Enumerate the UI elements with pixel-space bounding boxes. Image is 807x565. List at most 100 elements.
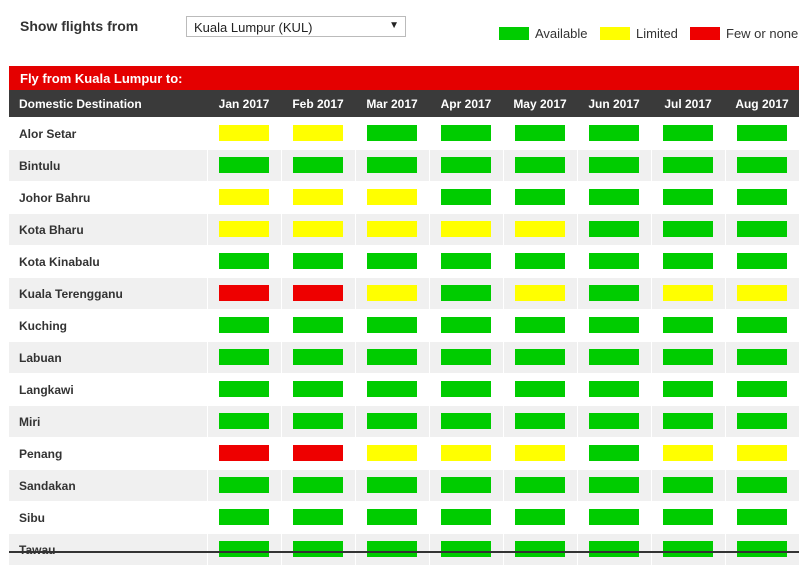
availability-indicator-limited[interactable] [367, 189, 417, 205]
availability-indicator-few[interactable] [293, 445, 343, 461]
availability-indicator-available[interactable] [663, 413, 713, 429]
availability-indicator-available[interactable] [515, 157, 565, 173]
availability-indicator-available[interactable] [663, 125, 713, 141]
availability-indicator-available[interactable] [441, 509, 491, 525]
availability-indicator-available[interactable] [515, 477, 565, 493]
availability-indicator-available[interactable] [663, 157, 713, 173]
availability-indicator-few[interactable] [293, 285, 343, 301]
availability-indicator-available[interactable] [515, 413, 565, 429]
availability-indicator-available[interactable] [737, 221, 787, 237]
availability-indicator-available[interactable] [293, 317, 343, 333]
availability-indicator-available[interactable] [589, 381, 639, 397]
availability-indicator-available[interactable] [441, 189, 491, 205]
availability-indicator-limited[interactable] [515, 445, 565, 461]
availability-indicator-available[interactable] [663, 253, 713, 269]
availability-indicator-available[interactable] [737, 253, 787, 269]
availability-indicator-available[interactable] [293, 253, 343, 269]
availability-indicator-available[interactable] [589, 477, 639, 493]
availability-indicator-limited[interactable] [441, 445, 491, 461]
availability-indicator-available[interactable] [515, 125, 565, 141]
availability-indicator-available[interactable] [737, 349, 787, 365]
availability-indicator-available[interactable] [589, 413, 639, 429]
availability-indicator-available[interactable] [589, 125, 639, 141]
availability-indicator-available[interactable] [589, 157, 639, 173]
availability-indicator-available[interactable] [663, 349, 713, 365]
availability-indicator-available[interactable] [367, 253, 417, 269]
availability-indicator-available[interactable] [367, 317, 417, 333]
availability-indicator-available[interactable] [663, 509, 713, 525]
availability-indicator-few[interactable] [219, 445, 269, 461]
availability-indicator-available[interactable] [589, 221, 639, 237]
availability-indicator-available[interactable] [515, 349, 565, 365]
availability-indicator-available[interactable] [367, 509, 417, 525]
availability-indicator-available[interactable] [589, 445, 639, 461]
availability-indicator-limited[interactable] [367, 285, 417, 301]
availability-indicator-available[interactable] [589, 541, 639, 557]
availability-indicator-available[interactable] [367, 477, 417, 493]
availability-indicator-limited[interactable] [219, 221, 269, 237]
availability-indicator-available[interactable] [219, 541, 269, 557]
availability-indicator-available[interactable] [367, 381, 417, 397]
availability-indicator-limited[interactable] [367, 221, 417, 237]
availability-indicator-available[interactable] [293, 381, 343, 397]
availability-indicator-available[interactable] [441, 253, 491, 269]
availability-indicator-available[interactable] [737, 413, 787, 429]
availability-indicator-limited[interactable] [441, 221, 491, 237]
availability-indicator-available[interactable] [441, 317, 491, 333]
availability-indicator-available[interactable] [293, 477, 343, 493]
availability-indicator-few[interactable] [219, 285, 269, 301]
availability-indicator-available[interactable] [663, 381, 713, 397]
availability-indicator-available[interactable] [441, 285, 491, 301]
availability-indicator-available[interactable] [367, 349, 417, 365]
availability-indicator-limited[interactable] [219, 189, 269, 205]
availability-indicator-available[interactable] [441, 125, 491, 141]
availability-indicator-available[interactable] [293, 509, 343, 525]
availability-indicator-available[interactable] [367, 125, 417, 141]
availability-indicator-limited[interactable] [293, 221, 343, 237]
availability-indicator-available[interactable] [737, 509, 787, 525]
availability-indicator-available[interactable] [589, 285, 639, 301]
availability-indicator-limited[interactable] [515, 221, 565, 237]
availability-indicator-limited[interactable] [737, 285, 787, 301]
availability-indicator-available[interactable] [441, 381, 491, 397]
availability-indicator-available[interactable] [589, 349, 639, 365]
availability-indicator-available[interactable] [293, 413, 343, 429]
availability-indicator-available[interactable] [737, 317, 787, 333]
availability-indicator-available[interactable] [515, 509, 565, 525]
availability-indicator-available[interactable] [293, 541, 343, 557]
availability-indicator-available[interactable] [219, 381, 269, 397]
availability-indicator-available[interactable] [219, 413, 269, 429]
availability-indicator-available[interactable] [219, 509, 269, 525]
availability-indicator-limited[interactable] [663, 285, 713, 301]
origin-select[interactable]: Kuala Lumpur (KUL) ▼ [186, 16, 406, 37]
availability-indicator-available[interactable] [441, 477, 491, 493]
availability-indicator-available[interactable] [663, 477, 713, 493]
availability-indicator-available[interactable] [293, 157, 343, 173]
availability-indicator-available[interactable] [367, 413, 417, 429]
availability-indicator-limited[interactable] [737, 445, 787, 461]
availability-indicator-available[interactable] [663, 317, 713, 333]
availability-indicator-available[interactable] [589, 253, 639, 269]
availability-indicator-available[interactable] [441, 413, 491, 429]
availability-indicator-limited[interactable] [293, 189, 343, 205]
availability-indicator-available[interactable] [737, 541, 787, 557]
availability-indicator-available[interactable] [219, 157, 269, 173]
availability-indicator-available[interactable] [663, 189, 713, 205]
availability-indicator-available[interactable] [367, 541, 417, 557]
availability-indicator-limited[interactable] [367, 445, 417, 461]
availability-indicator-available[interactable] [441, 349, 491, 365]
availability-indicator-limited[interactable] [293, 125, 343, 141]
availability-indicator-available[interactable] [737, 189, 787, 205]
availability-indicator-available[interactable] [441, 157, 491, 173]
availability-indicator-available[interactable] [515, 381, 565, 397]
availability-indicator-available[interactable] [663, 541, 713, 557]
availability-indicator-available[interactable] [515, 253, 565, 269]
availability-indicator-available[interactable] [219, 477, 269, 493]
availability-indicator-available[interactable] [219, 253, 269, 269]
availability-indicator-available[interactable] [219, 317, 269, 333]
availability-indicator-available[interactable] [515, 541, 565, 557]
availability-indicator-available[interactable] [219, 349, 269, 365]
availability-indicator-available[interactable] [737, 381, 787, 397]
availability-indicator-available[interactable] [663, 221, 713, 237]
availability-indicator-available[interactable] [515, 189, 565, 205]
